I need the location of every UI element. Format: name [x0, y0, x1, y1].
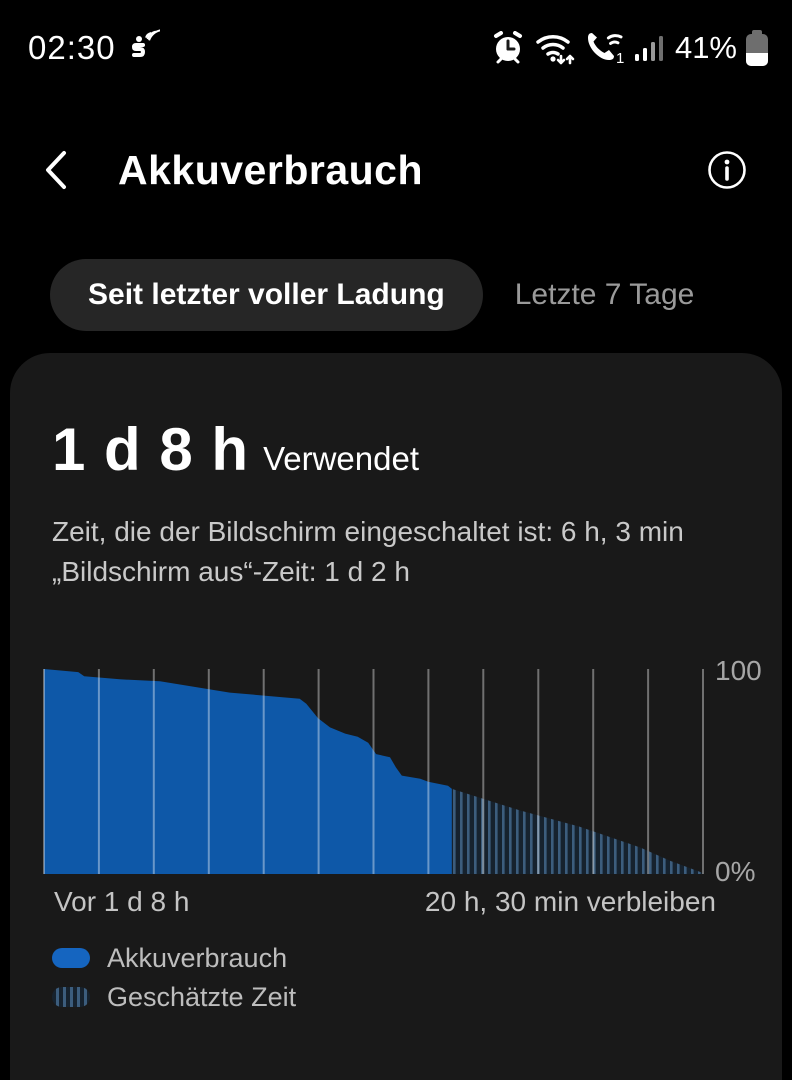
series-measured	[44, 669, 452, 874]
sim-slot-badge: 1	[616, 50, 624, 66]
tab-last-7-days[interactable]: Letzte 7 Tage	[514, 278, 695, 311]
signal-strength-icon	[634, 32, 664, 64]
tab-since-full-charge[interactable]: Seit letzter voller Ladung	[50, 259, 483, 331]
screen-on-time-text: Zeit, die der Bildschirm eingeschaltet i…	[52, 516, 684, 547]
legend-label-estimated: Geschätzte Zeit	[107, 981, 297, 1012]
screen-off-time-text: „Bildschirm aus“-Zeit: 1 d 2 h	[52, 556, 410, 587]
chevron-left-icon	[46, 151, 66, 189]
battery-percent-label: 41%	[674, 30, 737, 65]
wifi-calling-icon: 1	[585, 30, 625, 66]
alarm-icon	[491, 31, 525, 65]
status-clock: 02:30	[28, 29, 116, 66]
battery-chart: 100 0% Vor 1 d 8 h 20 h, 30 min verbleibe…	[10, 634, 782, 918]
battery-icon	[746, 30, 768, 66]
battery-chart-svg: 100 0%	[43, 655, 762, 884]
legend-swatch-solid	[52, 948, 90, 968]
y-axis-label-100: 100	[715, 655, 762, 686]
back-button[interactable]	[44, 146, 84, 194]
chart-legend: Akkuverbrauch Geschätzte Zeit	[52, 942, 782, 1013]
series-estimated	[451, 788, 703, 874]
period-tabs: Seit letzter voller Ladung Letzte 7 Tage	[50, 259, 792, 331]
info-button[interactable]	[706, 149, 748, 191]
sparkasse-nfc-notification-icon	[130, 29, 160, 65]
page-title: Akkuverbrauch	[118, 146, 424, 193]
x-axis-start-label: Vor 1 d 8 h	[54, 886, 190, 917]
legend-item-usage: Akkuverbrauch	[52, 942, 782, 974]
usage-duration-label: Verwendet	[263, 440, 420, 477]
battery-fill	[746, 52, 768, 66]
legend-item-estimated: Geschätzte Zeit	[52, 981, 782, 1013]
info-icon	[708, 151, 746, 189]
battery-usage-card: 1 d 8 h Verwendet Zeit, die der Bildschi…	[10, 353, 782, 1080]
legend-swatch-hatched	[52, 987, 90, 1007]
app-header: Akkuverbrauch	[0, 138, 792, 202]
status-bar: 02:30	[0, 0, 792, 76]
x-axis-end-label: 20 h, 30 min verbleiben	[424, 886, 716, 917]
usage-duration-value: 1 d 8 h	[52, 416, 250, 483]
y-axis-label-0: 0%	[715, 856, 755, 884]
wifi-arrows-icon	[534, 30, 576, 66]
legend-label-usage: Akkuverbrauch	[107, 942, 288, 973]
